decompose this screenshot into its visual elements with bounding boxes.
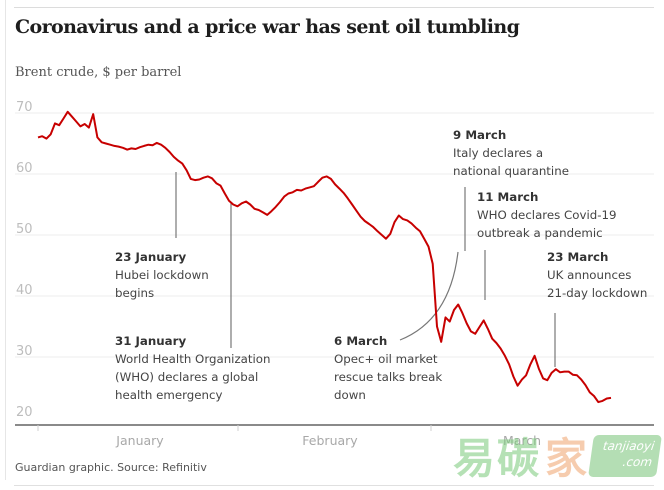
- annotation-date: 31 January: [115, 334, 187, 348]
- annotation-line: UK announces: [547, 268, 632, 282]
- annotation-line: Italy declares a: [453, 146, 544, 160]
- chart-title: Coronavirus and a price war has sent oil…: [15, 16, 520, 38]
- y-axis-ticks: 70 60 50 40 30 20: [16, 100, 33, 420]
- chart-subtitle: Brent crude, $ per barrel: [15, 65, 182, 80]
- annotation-line: 21-day lockdown: [547, 286, 648, 300]
- top-divider: [14, 7, 654, 8]
- y-tick-label: 70: [16, 100, 33, 115]
- source-credit: Guardian graphic. Source: Refinitiv: [15, 461, 207, 474]
- annotation-date: 11 March: [477, 190, 539, 204]
- annotation-line: outbreak a pandemic: [477, 226, 603, 240]
- annotation-leaders: [175, 172, 556, 367]
- annotation-leader-curve: [399, 251, 459, 341]
- annotation-date: 6 March: [334, 334, 388, 348]
- annotation-line: Opec+ oil market: [334, 352, 438, 366]
- y-tick-label: 20: [16, 405, 33, 420]
- y-tick-label: 50: [16, 222, 33, 237]
- annotation-11-march: 11 March WHO declares Covid-19 outbreak …: [477, 188, 617, 242]
- y-tick-label: 30: [16, 344, 33, 359]
- annotation-23-march: 23 March UK announces 21-day lockdown: [547, 248, 647, 302]
- annotation-line: national quarantine: [453, 164, 569, 178]
- gridlines: [15, 112, 654, 358]
- x-tick-label: March: [503, 433, 541, 448]
- x-axis: January February March: [15, 424, 654, 448]
- annotation-line: rescue talks break: [334, 370, 443, 384]
- annotation-date: 23 January: [115, 250, 187, 264]
- bottom-divider: [14, 485, 654, 486]
- y-tick-label: 60: [16, 161, 33, 176]
- annotation-9-march: 9 March Italy declares a national quaran…: [453, 126, 569, 180]
- x-tick-label: February: [302, 433, 358, 448]
- annotation-line: Hubei lockdown: [115, 268, 209, 282]
- x-tick-label: January: [115, 433, 164, 448]
- annotation-line: down: [334, 388, 366, 402]
- annotation-line: health emergency: [115, 388, 223, 402]
- annotation-31-january: 31 January World Health Organization (WH…: [115, 332, 270, 404]
- annotation-date: 23 March: [547, 250, 609, 264]
- frame-left-border: [5, 0, 6, 480]
- annotation-line: (WHO) declares a global: [115, 370, 259, 384]
- annotation-line: begins: [115, 286, 155, 300]
- series-line-brent-crude: [37, 110, 612, 404]
- annotation-line: World Health Organization: [115, 352, 271, 366]
- annotation-6-march: 6 March Opec+ oil market rescue talks br…: [334, 332, 442, 404]
- y-tick-label: 40: [16, 283, 33, 298]
- annotation-date: 9 March: [453, 128, 507, 142]
- annotation-line: WHO declares Covid-19: [477, 208, 617, 222]
- annotation-23-january: 23 January Hubei lockdown begins: [115, 248, 209, 302]
